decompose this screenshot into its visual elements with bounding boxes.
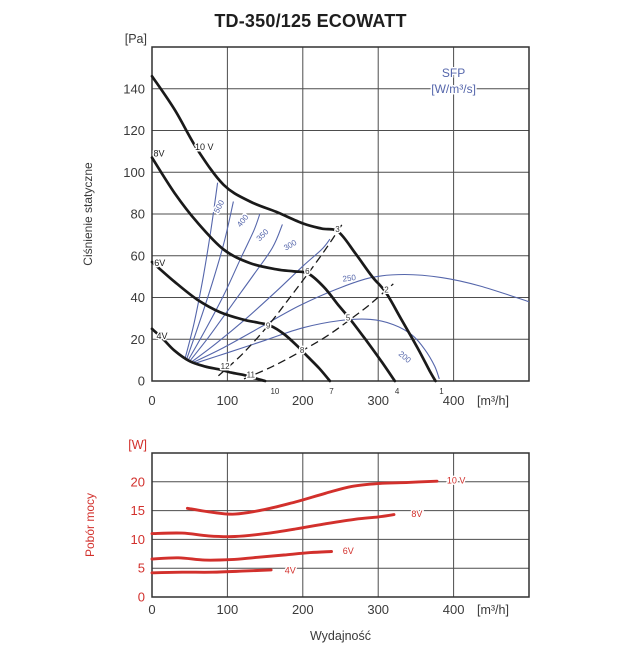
fan-curve-label-6v: 6V xyxy=(154,258,165,268)
x-tick-0: 0 xyxy=(148,602,155,617)
sfp-curve-250 xyxy=(192,273,530,364)
y-tick-120: 120 xyxy=(123,123,145,138)
fan-curve-label-10v: 10 V xyxy=(195,142,214,152)
sfp-curve-u0 xyxy=(184,182,219,359)
sfp-value-label-300: 300 xyxy=(282,238,299,253)
dashed-line-2 xyxy=(243,283,394,380)
curve-10v xyxy=(150,74,437,383)
y-axis-title: Pobór mocy xyxy=(83,493,97,557)
x-tick-200: 200 xyxy=(292,393,314,408)
power-curve-label-8v: 8V xyxy=(411,509,422,519)
power-curve-label-10v: 10 V xyxy=(447,476,466,486)
operating-point-9: 9 xyxy=(266,322,271,331)
static-pressure-chart-grid xyxy=(151,46,530,382)
curve-6v xyxy=(150,550,333,562)
curve-6v xyxy=(150,260,332,383)
x-tick-300: 300 xyxy=(367,393,389,408)
x-tick-200: 200 xyxy=(292,602,314,617)
static-pressure-chart-series xyxy=(150,74,437,383)
sfp-legend-title: SFP xyxy=(442,66,465,80)
sfp-curves xyxy=(184,182,530,380)
sfp-curve-350 xyxy=(189,224,283,362)
y-tick-5: 5 xyxy=(138,561,145,576)
operating-point-3: 3 xyxy=(335,225,340,234)
y-tick-15: 15 xyxy=(131,503,145,518)
y-tick-20: 20 xyxy=(131,474,145,489)
operating-point-4: 4 xyxy=(395,387,400,396)
x-tick-400: 400 xyxy=(443,393,465,408)
operating-point-12: 12 xyxy=(221,362,230,371)
sfp-curve-500 xyxy=(186,201,234,360)
x-unit-label: [m³/h] xyxy=(477,394,509,408)
x-unit-label: [m³/h] xyxy=(477,603,509,617)
operating-point-6: 6 xyxy=(305,267,310,276)
y-tick-100: 100 xyxy=(123,165,145,180)
y-unit-label: [W] xyxy=(128,438,147,452)
fan-curve-label-8v: 8V xyxy=(154,148,165,158)
fan-curve-label-4v: 4V xyxy=(157,331,168,341)
operating-point-7: 7 xyxy=(329,387,334,396)
curve-8v xyxy=(150,156,397,383)
operating-point-10: 10 xyxy=(270,387,279,396)
dashed-line-1 xyxy=(217,221,345,377)
y-tick-60: 60 xyxy=(131,248,145,263)
y-tick-80: 80 xyxy=(131,207,145,222)
y-unit-label: [Pa] xyxy=(125,32,147,46)
static-pressure-chart-border xyxy=(151,46,530,382)
operating-point-5: 5 xyxy=(346,313,351,322)
curve-4v xyxy=(150,327,267,383)
sfp-curve-400 xyxy=(187,213,261,361)
x-tick-100: 100 xyxy=(217,393,239,408)
x-axis-title: Wydajność xyxy=(310,629,371,643)
sfp-value-label-250: 250 xyxy=(342,273,357,284)
x-tick-100: 100 xyxy=(217,602,239,617)
operating-point-11: 11 xyxy=(247,371,256,380)
sfp-value-label-350: 350 xyxy=(255,227,271,243)
operating-point-8: 8 xyxy=(300,346,305,355)
sfp-curve-300 xyxy=(190,238,331,363)
system-dashed-lines xyxy=(217,221,394,380)
power-curve-label-6v: 6V xyxy=(343,546,354,556)
y-tick-140: 140 xyxy=(123,81,145,96)
sfp-legend-unit: [W/m³/s] xyxy=(431,82,476,96)
y-tick-20: 20 xyxy=(131,332,145,347)
curve-10v xyxy=(185,479,439,516)
power-consumption-chart-border xyxy=(151,452,530,598)
y-tick-10: 10 xyxy=(131,532,145,547)
sfp-value-label-500: 500 xyxy=(212,198,226,214)
operating-point-2: 2 xyxy=(384,286,389,295)
x-tick-0: 0 xyxy=(148,393,155,408)
power-curve-label-4v: 4V xyxy=(285,566,296,576)
sfp-value-label-400: 400 xyxy=(235,212,251,228)
operating-point-1: 1 xyxy=(439,387,444,396)
y-axis-title: Ciśnienie statyczne xyxy=(81,162,95,266)
curve-4v xyxy=(150,568,273,575)
curve-8v xyxy=(150,513,396,539)
page-title: TD-350/125 ECOWATT xyxy=(214,11,407,31)
power-consumption-chart-grid xyxy=(151,452,530,598)
y-tick-40: 40 xyxy=(131,290,145,305)
y-tick-0: 0 xyxy=(138,374,145,389)
x-tick-400: 400 xyxy=(443,602,465,617)
y-tick-0: 0 xyxy=(138,590,145,605)
sfp-curve-200 xyxy=(194,318,440,380)
static-pressure-chart: 10 V8V6V4V500400350300250200123456789101… xyxy=(81,32,530,408)
sfp-value-label-200: 200 xyxy=(397,349,413,365)
x-tick-300: 300 xyxy=(367,602,389,617)
power-consumption-chart-series xyxy=(150,479,439,575)
